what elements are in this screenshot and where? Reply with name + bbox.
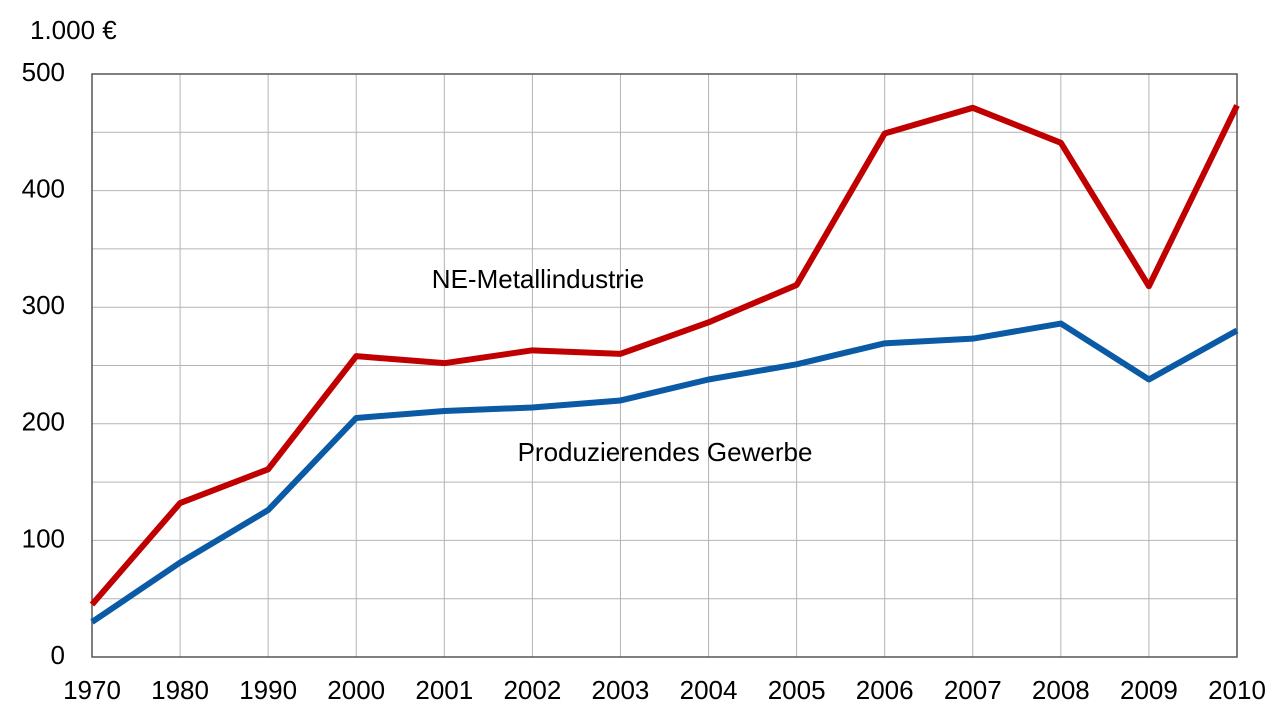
line-series — [90, 320, 1239, 625]
y-tick-label: 200 — [22, 407, 65, 437]
series-label: Produzierendes Gewerbe — [518, 437, 813, 467]
y-tick-label: 500 — [22, 57, 65, 87]
x-tick-label: 2003 — [592, 675, 650, 705]
series-label: NE-Metallindustrie — [432, 264, 644, 294]
x-tick-label: 2002 — [503, 675, 561, 705]
x-tick-label: 2006 — [856, 675, 914, 705]
y-tick-label: 100 — [22, 523, 65, 553]
y-tick-label: 300 — [22, 290, 65, 320]
x-tick-label: 2004 — [680, 675, 738, 705]
x-tick-label: 1990 — [239, 675, 297, 705]
x-tick-label: 1970 — [63, 675, 121, 705]
plot-frame — [91, 73, 1238, 658]
y-unit-label: 1.000 € — [30, 15, 117, 45]
line-series — [89, 104, 1240, 607]
x-tick-label: 1980 — [151, 675, 209, 705]
x-tick-label: 2005 — [768, 675, 826, 705]
x-tick-label: 2010 — [1208, 675, 1266, 705]
x-tick-label: 2000 — [327, 675, 385, 705]
x-tick-label: 2008 — [1032, 675, 1090, 705]
y-tick-label: 400 — [22, 173, 65, 203]
y-tick-label: 0 — [51, 640, 65, 670]
x-tick-label: 2009 — [1120, 675, 1178, 705]
x-tick-label: 2001 — [415, 675, 473, 705]
x-tick-label: 2007 — [944, 675, 1002, 705]
